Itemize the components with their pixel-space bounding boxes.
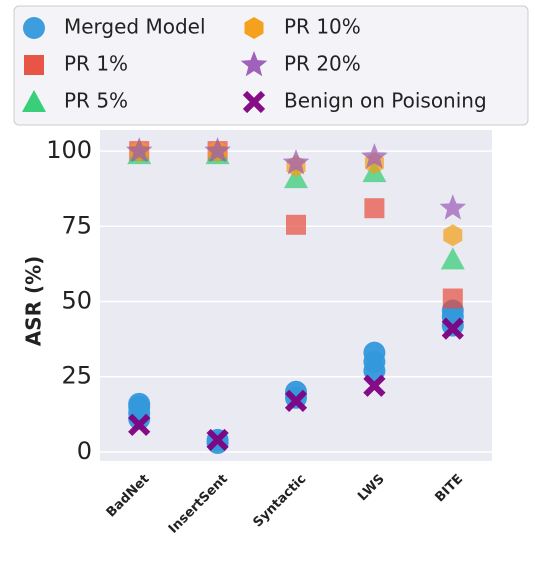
point xyxy=(240,51,268,77)
point xyxy=(442,288,463,309)
x-tick-label: Syntactic xyxy=(250,472,309,531)
legend-label: PR 1% xyxy=(64,52,128,76)
point xyxy=(128,413,151,437)
point xyxy=(440,247,465,270)
legend xyxy=(13,5,529,126)
x-tick-label: LWS xyxy=(355,472,388,505)
point xyxy=(125,137,153,163)
point xyxy=(24,55,44,75)
y-tick-label: 100 xyxy=(46,136,92,164)
legend-label: PR 5% xyxy=(64,89,128,113)
point xyxy=(244,17,264,39)
point xyxy=(282,149,310,175)
point xyxy=(284,389,308,412)
point xyxy=(443,224,463,247)
x-tick-label: InsertSent xyxy=(166,472,231,537)
y-tick-label: 25 xyxy=(61,362,92,390)
legend-label: PR 20% xyxy=(284,52,361,76)
point xyxy=(363,374,386,397)
y-tick-label: 50 xyxy=(61,287,92,315)
legend-entries: Merged Model PR 1% PR 5% PR 10% PR 20% Benign… xyxy=(22,15,487,114)
point xyxy=(364,198,385,219)
point xyxy=(361,143,388,169)
x-tick-label: BITE xyxy=(433,472,467,506)
y-axis-label: ASR (%) xyxy=(22,256,46,347)
point xyxy=(363,341,386,364)
point xyxy=(128,392,151,415)
point xyxy=(23,17,45,39)
point xyxy=(286,214,306,235)
legend-label: PR 10% xyxy=(284,15,361,39)
point xyxy=(441,317,464,340)
point xyxy=(22,90,46,112)
x-tick-label: BadNet xyxy=(104,472,153,521)
point xyxy=(439,194,467,220)
legend-label: Benign on Poisoning xyxy=(284,89,487,113)
point xyxy=(206,428,229,452)
y-tick-label: 75 xyxy=(61,211,92,239)
legend-label: Merged Model xyxy=(64,15,206,39)
y-tick-label: 0 xyxy=(77,437,92,465)
point xyxy=(204,137,231,163)
point xyxy=(242,90,266,114)
